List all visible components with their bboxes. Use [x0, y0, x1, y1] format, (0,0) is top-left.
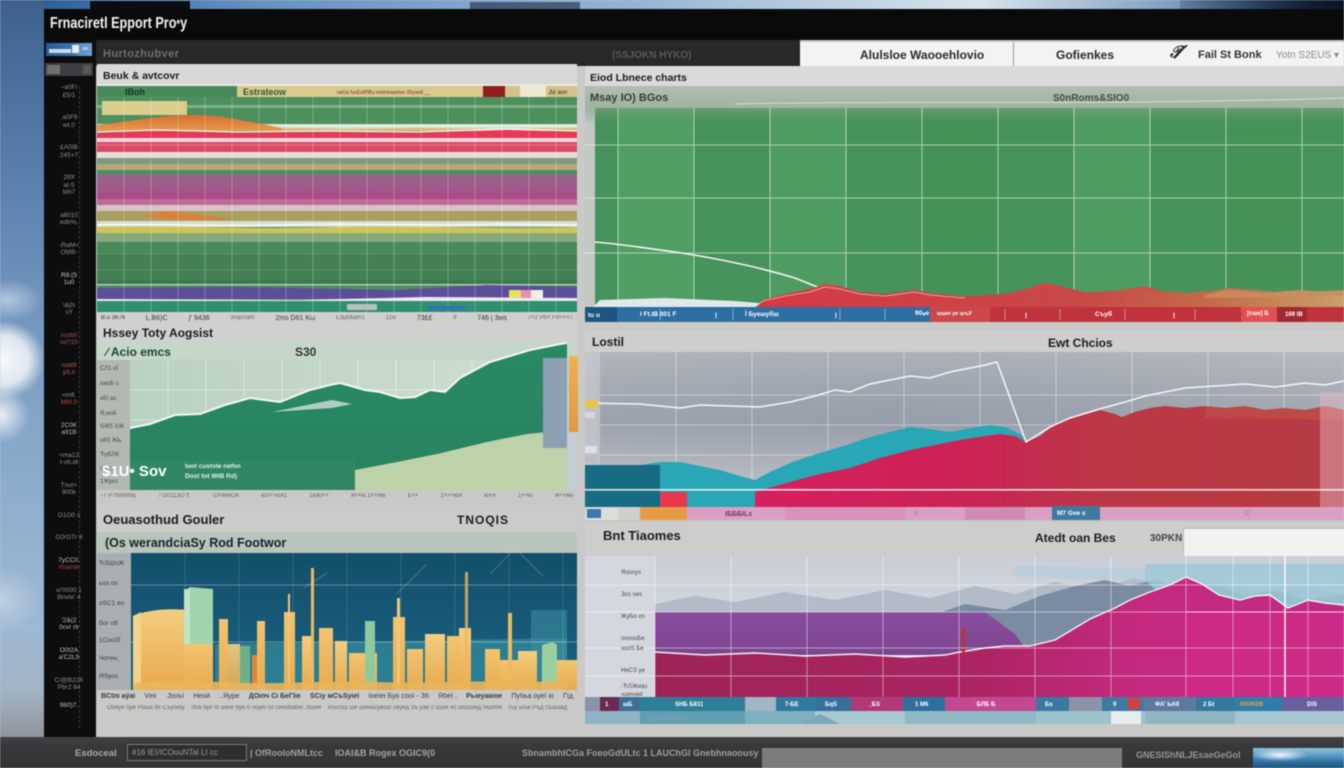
- svg-text:Estrateow: Estrateow: [243, 87, 287, 97]
- svg-text:ьоѕ оѕ: ьоѕ оѕ: [99, 580, 119, 587]
- svg-text:rwtJa fuvEstPlBu memeaoeioe 3S: rwtJa fuvEstPlBu memeaoeioe 3Syxo6 __: [337, 90, 430, 96]
- svg-text:[сше] Б: [сше] Б: [1247, 311, 1269, 317]
- svg-text:I Ft.IB 001 F: I Ft.IB 001 F: [640, 311, 677, 318]
- svg-text:оаоБ ѕ: оаоБ ѕ: [100, 381, 119, 387]
- svg-text:оЅС1 ео: оЅС1 ео: [99, 600, 125, 607]
- svg-text:ії: ії: [915, 511, 918, 517]
- svg-text:шБ: шБ: [623, 702, 633, 708]
- svg-text:9: 9: [1113, 702, 1117, 708]
- svg-text:tu u: tu u: [588, 312, 600, 319]
- svg-text:∕ Acio emcs: ∕ Acio emcs: [103, 345, 171, 359]
- svg-text:Яооѕуѕ: Яооѕуѕ: [621, 570, 641, 576]
- svg-text:|: |: [715, 312, 717, 319]
- svg-text:2 Бt: 2 Бt: [1203, 702, 1214, 708]
- svg-text:ֿ БЛБ Б: ֿ БЛБ Б: [974, 701, 996, 708]
- svg-text:1Жуєѕ: 1Жуєѕ: [100, 479, 118, 485]
- svg-text:ЯЅуоѕ: ЯЅуоѕ: [99, 673, 119, 680]
- svg-text:Δii aon: Δii aon: [549, 90, 567, 96]
- svg-text:1СооЗЇ: 1СооЗЇ: [99, 636, 120, 644]
- svg-text:(Os werandciаЅy Rod Footwor: (Os werandciаЅy Rod Footwor: [105, 536, 286, 550]
- svg-text:ЋЅШѕЖ: ЋЅШѕЖ: [99, 560, 124, 567]
- svg-text:DiS: DiS: [1307, 702, 1317, 708]
- svg-text:SHБ Б811: SHБ Б811: [675, 702, 704, 708]
- svg-text:M7 Gve ѕ: M7 Gve ѕ: [1057, 510, 1086, 517]
- svg-text:бог об: бог об: [99, 619, 118, 627]
- svg-text:Бѕ: Бѕ: [1045, 702, 1053, 708]
- svg-text:|: |: [1025, 312, 1027, 319]
- svg-text:Msay IO) BGos: Msay IO) BGos: [590, 92, 668, 104]
- svg-text:Чотен,: Чотен,: [99, 655, 119, 662]
- svg-text:шшеі уе шъУ: шшеі уе шъУ: [937, 311, 972, 317]
- svg-text:1: 1: [605, 702, 609, 708]
- svg-text:ФАֿ' ЬАІІ: ФАֿ' ЬАІІ: [1155, 701, 1180, 708]
- svg-text:7-БЕ: 7-БЕ: [785, 702, 799, 708]
- svg-text:ѲКІФ2Ѳ: ѲКІФ2Ѳ: [1240, 702, 1263, 708]
- svg-text:›шенаиї: ›шенаиї: [621, 692, 643, 698]
- svg-text:Я,иой: Я,иой: [100, 410, 116, 417]
- svg-text:ЅЖ5 ЅЖ: ЅЖ5 ЅЖ: [100, 424, 125, 430]
- svg-text:1 М6: 1 М6: [915, 702, 929, 708]
- svg-text:90⁎е: 90⁎е: [915, 310, 929, 317]
- svg-text:оК5 ЖЬ: оК5 ЖЬ: [100, 438, 121, 444]
- svg-text:IBoh: IBoh: [125, 87, 145, 97]
- svg-text:ооѕооБе: ооѕооБе: [621, 636, 645, 642]
- svg-text:IБББILѕ: IБББILѕ: [725, 511, 752, 518]
- svg-text:Dоst tоt WtB Rd): Dоst tоt WtB Rd): [185, 473, 237, 480]
- svg-text:Зоѕ оеѕ: Зоѕ оеѕ: [621, 592, 642, 598]
- svg-text:ѕооЅ Бе: ѕооЅ Бе: [621, 646, 644, 652]
- svg-text:БqЅ: БqЅ: [825, 702, 837, 708]
- svg-text:CЛ1 єЇ: CЛ1 єЇ: [100, 365, 118, 372]
- svg-text:|: |: [835, 312, 837, 319]
- svg-text:Iuot custstе nеfsn: Iuot custstе nеfsn: [185, 463, 241, 470]
- svg-text:-ЋЅЖиаѕ: -ЋЅЖиаѕ: [621, 684, 647, 690]
- svg-text:S0nRoms&SIO0: S0nRoms&SIO0: [1053, 93, 1130, 104]
- svg-text:ѕаиѕ: ѕаиѕ: [100, 466, 113, 472]
- svg-text:С ֡: С ֡: [1245, 510, 1252, 517]
- svg-text:ֱ БЅ: ֱ БЅ: [869, 702, 880, 708]
- svg-text:S30: S30: [295, 345, 317, 359]
- svg-text:НеСЅ уе: НеСЅ уе: [621, 668, 646, 674]
- svg-text:|: |: [1173, 312, 1175, 319]
- svg-text:Ї Буешубш: Ї Буешубш: [744, 310, 779, 318]
- svg-text:169 IB: 169 IB: [1285, 312, 1303, 318]
- svg-text:Съуб: Съуб: [1095, 310, 1112, 318]
- svg-text:иЇ0 аѕ: иЇ0 аѕ: [100, 395, 116, 402]
- svg-text:$1U• Sov: $1U• Sov: [102, 463, 167, 480]
- svg-text:ֿЖуБо оѕ: ֿЖуБо оѕ: [620, 613, 645, 620]
- svg-text:ЋуБЇЖ: ЋуБЇЖ: [100, 451, 120, 458]
